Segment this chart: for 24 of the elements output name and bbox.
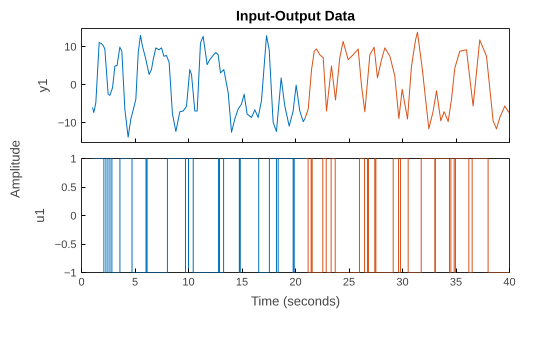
y-tick-label: 0.5 [61, 182, 77, 194]
x-tick-label: 5 [132, 276, 138, 288]
line-series [92, 34, 306, 138]
y-tick-label: −10 [58, 117, 77, 130]
y-tick-label: 1 [70, 154, 77, 166]
x-tick-label: 0 [78, 276, 85, 288]
y-tick-label: 0 [70, 79, 77, 92]
x-axis-title: Time (seconds) [250, 294, 340, 308]
y-tick-label: −1 [64, 268, 77, 280]
x-tick-label: 20 [289, 276, 302, 288]
y-axis-title: u1 [32, 208, 47, 223]
x-tick-label: 15 [236, 276, 248, 288]
x-tick-label: 30 [396, 276, 409, 288]
y-tick-label: −0.5 [54, 239, 77, 251]
x-tick-label: 35 [450, 276, 462, 288]
line-series [304, 32, 510, 130]
chart-title: Input-Output Data [236, 8, 356, 24]
y-tick-label: 0 [70, 210, 77, 222]
y-axis-title: y1 [34, 78, 50, 92]
text: Amplitude [8, 140, 22, 198]
x-tick-label: 25 [342, 276, 356, 288]
x-tick-label: 40 [503, 276, 516, 288]
x-tick-label: 10 [182, 276, 195, 288]
y-tick-label: 10 [64, 41, 77, 54]
